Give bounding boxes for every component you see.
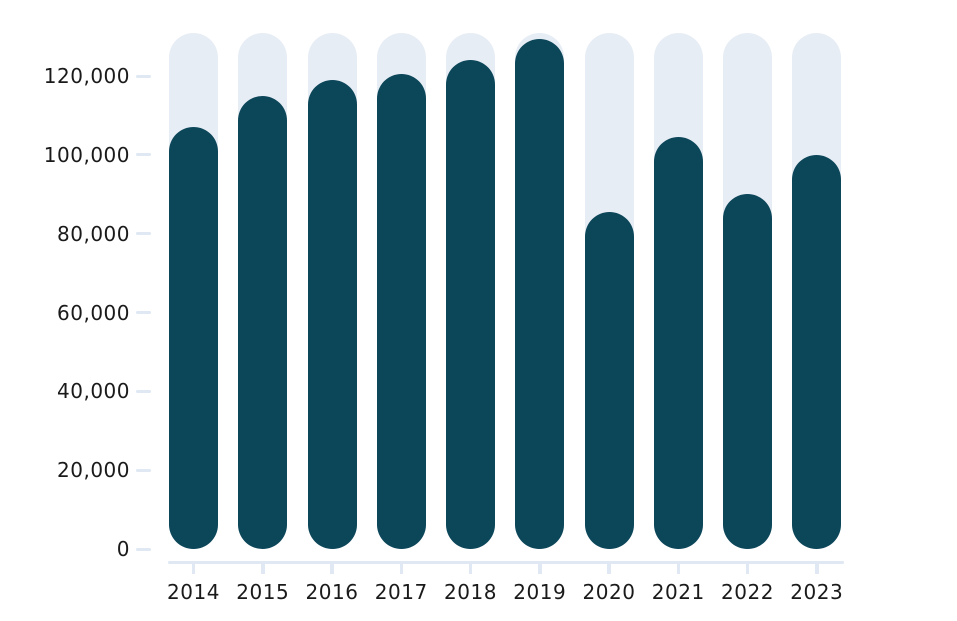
- y-axis-tick: [136, 153, 151, 157]
- x-axis-tick: [261, 561, 265, 574]
- x-axis-tick: [468, 561, 473, 574]
- x-axis-label-2020: 2020: [582, 580, 636, 604]
- bar-column-2022: [723, 0, 772, 549]
- x-axis-tick: [745, 561, 750, 574]
- x-axis-tick: [191, 561, 196, 574]
- y-axis-tick: [136, 74, 151, 78]
- bar-value-2018[interactable]: [446, 60, 495, 549]
- x-axis-label-2022: 2022: [721, 580, 774, 604]
- y-axis-label: 100,000: [43, 142, 130, 167]
- x-axis-tick: [676, 561, 680, 574]
- y-axis-label: 120,000: [43, 64, 130, 88]
- y-axis-tick: [136, 468, 151, 472]
- bar-value-2020[interactable]: [584, 212, 634, 549]
- y-axis-tick: [136, 389, 151, 393]
- bar-column-2021: [653, 0, 703, 549]
- x-axis-line: [168, 561, 844, 564]
- y-axis-tick: [136, 547, 151, 551]
- y-axis-label: 80,000: [57, 221, 130, 246]
- x-axis-tick: [330, 561, 334, 574]
- bar-column-2018: [446, 0, 495, 549]
- bar-column-2015: [238, 0, 288, 549]
- x-axis-tick: [538, 561, 542, 574]
- x-axis-label-2015: 2015: [236, 580, 290, 604]
- x-axis-tick: [815, 561, 819, 574]
- bar-column-2020: [584, 0, 634, 549]
- bar-value-2023[interactable]: [792, 154, 842, 549]
- x-axis-label-2014: 2014: [167, 580, 220, 604]
- bar-column-2019: [515, 0, 565, 549]
- y-axis-label: 40,000: [57, 379, 130, 404]
- bar-column-2023: [792, 0, 842, 549]
- x-axis-label-2017: 2017: [374, 580, 428, 604]
- y-axis-label: 0: [116, 537, 130, 561]
- bar-value-2017[interactable]: [376, 74, 426, 549]
- bar-value-2019[interactable]: [515, 38, 565, 549]
- bar-column-2016: [307, 0, 357, 549]
- bar-value-2022[interactable]: [723, 194, 772, 549]
- x-axis-label-2018: 2018: [444, 580, 497, 604]
- x-axis-label-2019: 2019: [513, 580, 567, 604]
- bar-value-2014[interactable]: [169, 127, 218, 549]
- y-axis-tick: [136, 232, 151, 236]
- y-axis-label: 20,000: [57, 458, 130, 483]
- bar-value-2015[interactable]: [238, 95, 288, 549]
- bar-value-2021[interactable]: [653, 137, 703, 549]
- x-axis-label-2021: 2021: [651, 580, 705, 604]
- bar-column-2014: [169, 0, 218, 549]
- y-axis-tick: [136, 311, 151, 314]
- bar-column-2017: [376, 0, 426, 549]
- x-axis-label-2023: 2023: [790, 580, 844, 604]
- x-axis-tick: [607, 561, 611, 574]
- bar-value-2016[interactable]: [307, 79, 357, 549]
- y-axis-label: 60,000: [57, 300, 130, 325]
- x-axis-label-2016: 2016: [305, 580, 359, 604]
- x-axis-tick: [399, 561, 403, 574]
